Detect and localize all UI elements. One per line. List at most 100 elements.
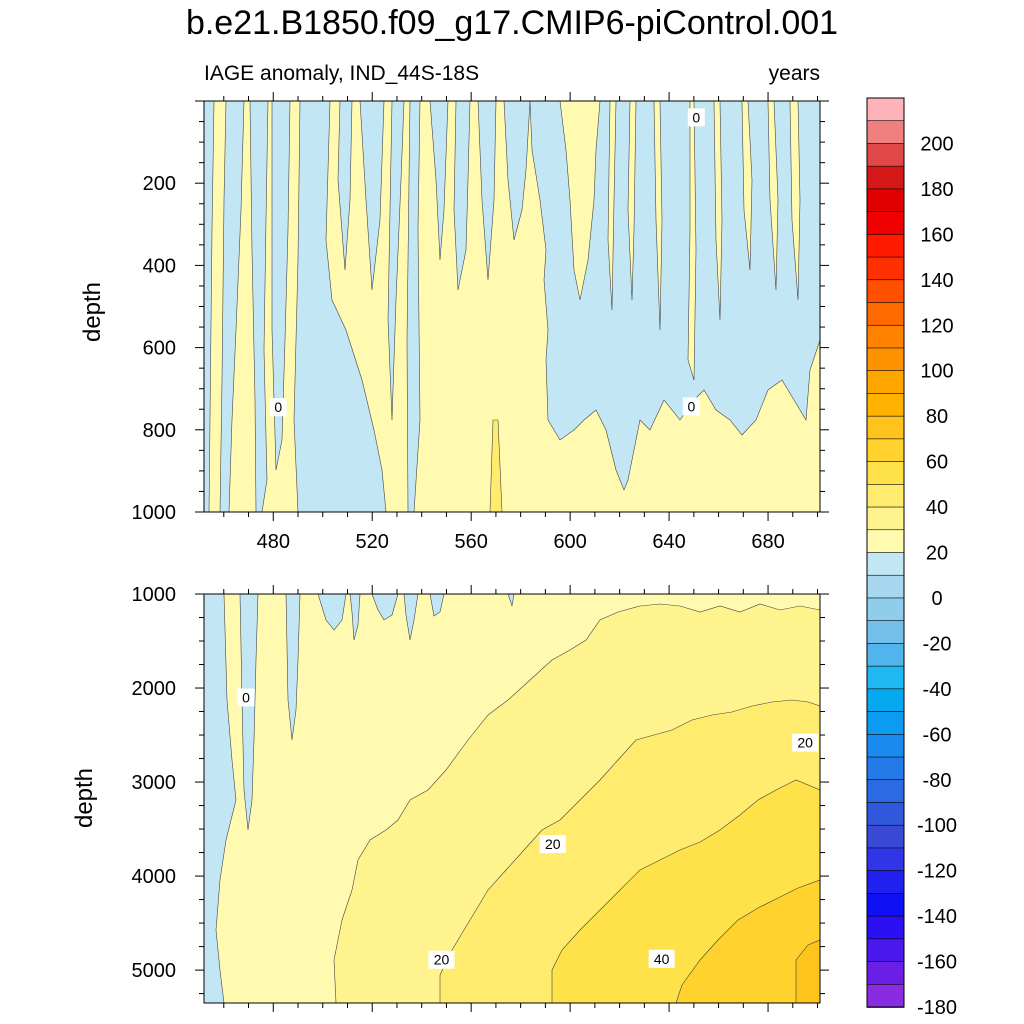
upper-x-tick-label: 680 (751, 531, 784, 553)
colorbar-swatch (866, 733, 905, 758)
lower-y-tick-label: 3000 (132, 772, 177, 794)
colorbar-swatch (866, 347, 905, 372)
upper-contour-label-box (682, 397, 700, 416)
lower-contour-label: 20 (545, 836, 561, 852)
colorbar-label: 60 (926, 452, 948, 474)
colorbar-label: -80 (923, 770, 952, 792)
colorbar-label: -120 (917, 861, 957, 883)
colorbar-swatch (866, 893, 905, 917)
upper-x-tick-label: 520 (356, 531, 389, 553)
colorbar-label: -180 (917, 997, 957, 1019)
upper-y-tick-label: 600 (143, 338, 176, 360)
colorbar-swatch (866, 97, 905, 122)
lower-panel: 1000 2000 3000 4000 5000 0 20 20 20 40 depth (71, 584, 829, 1012)
upper-x-tick-label: 600 (553, 531, 586, 553)
colorbar-swatch (866, 597, 905, 622)
colorbar-swatch (866, 484, 905, 508)
upper-x-tick-label: 480 (257, 531, 290, 553)
colorbar-swatch (866, 983, 905, 1008)
colorbar-label: 180 (920, 179, 953, 201)
colorbar-swatch (866, 234, 905, 258)
colorbar-frame (866, 97, 905, 1008)
lower-y-tick-label: 2000 (132, 678, 177, 700)
upper-y-tick-label: 800 (143, 420, 176, 442)
colorbar-swatch (866, 415, 905, 440)
lower-y-tick-label: 1000 (132, 584, 177, 606)
colorbar-swatch (866, 506, 905, 531)
lower-contour-label-box (428, 950, 455, 969)
colorbar-swatch (866, 438, 905, 463)
upper-contour-label: 0 (274, 399, 282, 415)
colorbar-swatch (866, 256, 905, 281)
upper-panel: 480 520 560 600 640 680 200 400 600 800 1000 0 0 0 d… (79, 92, 829, 553)
colorbar-swatch (866, 688, 905, 713)
colorbar-swatch (866, 279, 905, 304)
colorbar: 200180160140120100806040200-20-40-60-80-… (866, 97, 957, 1019)
colorbar-label: -140 (917, 906, 957, 928)
colorbar-swatch (866, 824, 905, 849)
colorbar-swatch (866, 188, 905, 213)
colorbar-label: -60 (923, 724, 952, 746)
upper-y-tick-label: 1000 (132, 502, 177, 524)
colorbar-swatch (866, 370, 905, 395)
upper-contour-label-box (269, 398, 287, 417)
upper-y-axis-label: depth (79, 282, 106, 342)
colorbar-swatch (866, 779, 905, 804)
lower-y-axis-label: depth (71, 768, 98, 828)
colorbar-swatch (866, 302, 905, 327)
lower-axis-ticks: 1000 2000 3000 4000 5000 (132, 584, 829, 1012)
colorbar-swatch (866, 756, 905, 781)
colorbar-swatch (866, 847, 905, 872)
colorbar-label: 100 (920, 361, 953, 383)
upper-contour-label-box (687, 108, 705, 127)
lower-contour-label: 0 (242, 689, 250, 705)
colorbar-swatch (866, 393, 905, 417)
colorbar-swatch (866, 143, 905, 167)
colorbar-label: 40 (926, 497, 948, 519)
lower-contour-label-box (539, 835, 566, 854)
colorbar-label: 120 (920, 315, 953, 337)
upper-contour-fill (204, 101, 820, 512)
colorbar-swatch (866, 552, 905, 577)
colorbar-swatch (866, 870, 905, 895)
lower-contour-label-box (648, 949, 675, 968)
upper-x-tick-label: 560 (454, 531, 487, 553)
colorbar-swatch (866, 643, 905, 667)
lower-contour-label-box (792, 733, 819, 752)
colorbar-swatch (866, 165, 905, 190)
colorbar-label: 200 (920, 133, 953, 155)
chart-subtitle-units: years (768, 62, 820, 85)
colorbar-label: -20 (923, 633, 952, 655)
colorbar-swatch (866, 120, 905, 145)
colorbar-swatch (866, 461, 905, 486)
colorbar-swatch (866, 574, 905, 599)
colorbar-label: 20 (926, 543, 948, 565)
lower-contour-label: 20 (434, 952, 450, 968)
colorbar-swatch (866, 665, 905, 690)
colorbar-swatch (866, 802, 905, 826)
upper-y-tick-label: 200 (143, 173, 176, 195)
colorbar-swatch (866, 211, 905, 236)
lower-contour-label: 40 (654, 951, 670, 967)
colorbar-label: -40 (923, 679, 952, 701)
upper-y-tick-label: 400 (143, 255, 176, 277)
colorbar-swatch (866, 711, 905, 736)
colorbar-swatch (866, 915, 905, 940)
lower-contour-label-box (237, 688, 255, 707)
colorbar-label: 160 (920, 224, 953, 246)
colorbar-label: -160 (917, 952, 957, 974)
lower-y-tick-label: 4000 (132, 866, 177, 888)
lower-contour-label: 20 (797, 735, 813, 751)
lower-contour-labels: 0 20 20 20 40 (237, 688, 819, 969)
colorbar-swatch (866, 938, 905, 963)
chart-title: b.e21.B1850.f09_g17.CMIP6-piControl.001 (185, 4, 839, 42)
upper-contour-label: 0 (692, 109, 700, 125)
upper-contour-labels: 0 0 0 (269, 108, 705, 417)
upper-x-tick-label: 640 (652, 531, 685, 553)
lower-contour-fill (204, 594, 820, 1003)
colorbar-label: 0 (931, 588, 942, 610)
colorbar-swatch (866, 961, 905, 986)
colorbar-swatch (866, 324, 905, 349)
lower-y-tick-label: 5000 (132, 960, 177, 982)
